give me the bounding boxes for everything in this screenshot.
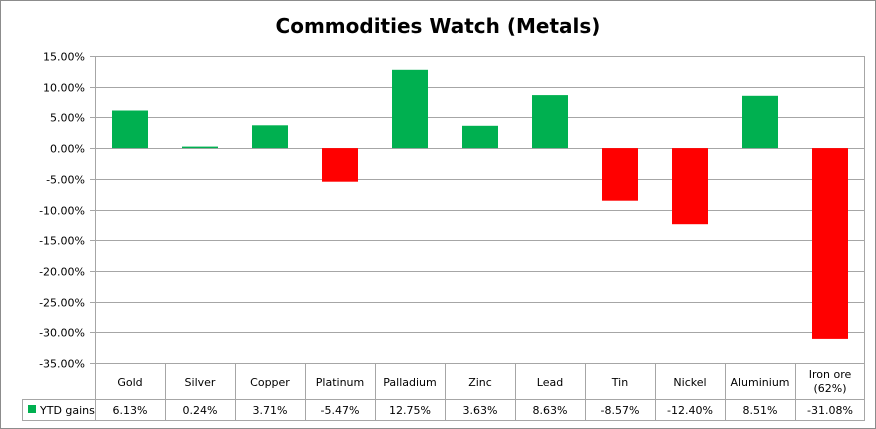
chart-title: Commodities Watch (Metals) (276, 14, 601, 38)
legend-swatch (28, 405, 36, 413)
category-label: Palladium (383, 376, 436, 389)
category-label: Aluminium (730, 376, 789, 389)
value-label: -31.08% (807, 404, 853, 417)
category-label: Copper (250, 376, 290, 389)
value-label: 3.63% (463, 404, 498, 417)
bar-silver (182, 146, 218, 149)
category-label: Silver (185, 376, 216, 389)
value-label: 8.51% (743, 404, 778, 417)
bars (112, 69, 848, 339)
bar-zinc (462, 125, 498, 149)
y-tick-label: 15.00% (43, 51, 85, 64)
category-label: Platinum (316, 376, 364, 389)
y-tick-label: 0.00% (50, 143, 85, 156)
bar-nickel (672, 148, 708, 225)
value-label: 12.75% (389, 404, 431, 417)
bar-gold (112, 110, 148, 149)
value-label: -5.47% (321, 404, 360, 417)
category-label: Tin (611, 376, 628, 389)
y-tick-label: -25.00% (39, 297, 85, 310)
value-label: 8.63% (533, 404, 568, 417)
bar-copper (252, 125, 288, 149)
value-label: 0.24% (183, 404, 218, 417)
bar-iron-ore-62 (812, 148, 848, 339)
category-label: Nickel (673, 376, 706, 389)
y-tick-label: -15.00% (39, 235, 85, 248)
value-label: 6.13% (113, 404, 148, 417)
y-tick-label: -10.00% (39, 205, 85, 218)
bar-tin (602, 148, 638, 201)
data-table: Gold Silver Copper Platinum Palladium Zinc Lea… (22, 363, 865, 421)
category-label: Gold (117, 376, 142, 389)
y-tick-label: -30.00% (39, 327, 85, 340)
y-tick-label: 10.00% (43, 82, 85, 95)
value-label: 3.71% (253, 404, 288, 417)
y-tick-label: 5.00% (50, 112, 85, 125)
y-tick-label: -5.00% (46, 174, 85, 187)
legend-series-name: YTD gains (39, 404, 95, 417)
y-tick-label: -20.00% (39, 266, 85, 279)
value-label: -12.40% (667, 404, 713, 417)
bar-lead (532, 95, 568, 149)
category-label: Iron ore (62%) (809, 368, 852, 395)
category-label: Zinc (468, 376, 492, 389)
category-label: Lead (537, 376, 563, 389)
y-tick-label: -35.00% (39, 358, 85, 371)
y-axis-ticks: 15.00% 10.00% 5.00% 0.00% -5.00% -10.00% -15.0… (39, 51, 85, 371)
value-label: -8.57% (601, 404, 640, 417)
bar-aluminium (742, 95, 778, 149)
bar-palladium (392, 69, 428, 149)
bar-platinum (322, 148, 358, 182)
gridlines (90, 56, 865, 420)
